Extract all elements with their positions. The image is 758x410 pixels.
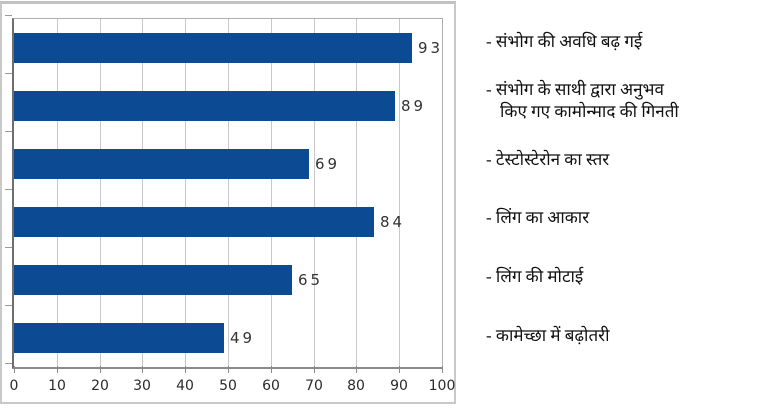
x-axis-tick: [399, 366, 400, 373]
x-axis-tick: [142, 366, 143, 373]
bar: [14, 91, 395, 121]
x-axis-tick: [356, 366, 357, 373]
gridline: [185, 19, 187, 367]
legend-item: - संभोग की अवधि बढ़ गई: [486, 13, 758, 72]
x-axis-tick: [314, 366, 315, 373]
x-axis-tick-label: 30: [133, 378, 151, 394]
bar: [14, 149, 309, 179]
legend-item: - संभोग के साथी द्वारा अनुभव किए गए कामो…: [486, 72, 758, 131]
legend-item-label: - कामेच्छा में बढ़ोतरी: [486, 325, 610, 345]
x-axis-tick-label: 60: [262, 378, 280, 394]
x-axis-tick: [185, 366, 186, 373]
legend-item: - लिंग का आकार: [486, 189, 758, 248]
legend-item-label: - टेस्टोस्टेरोन का स्तर: [486, 149, 610, 169]
bar-value-label: 84: [380, 213, 406, 231]
x-axis-tick: [442, 366, 443, 373]
x-axis-tick-label: 20: [91, 378, 109, 394]
y-axis-tick: [5, 363, 12, 364]
chart-frame: 93 89 69 84 65 49 0 10 20 30 40 50 60 70 80 90 100: [0, 1, 456, 404]
y-axis-tick: [5, 73, 12, 74]
legend-item: - कामेच्छा में बढ़ोतरी: [486, 306, 758, 365]
x-axis-tick-label: 70: [305, 378, 323, 394]
legend: - संभोग की अवधि बढ़ गई - संभोग के साथी द…: [486, 13, 758, 365]
x-axis-tick: [14, 366, 15, 373]
bar-value-label: 49: [230, 329, 256, 347]
y-axis-tick: [5, 305, 12, 306]
gridline: [56, 19, 58, 367]
gridline: [99, 19, 101, 367]
bar-value-label: 89: [401, 97, 427, 115]
gridline: [270, 19, 272, 367]
bar-value-label: 69: [315, 155, 341, 173]
x-axis-tick-label: 0: [9, 378, 19, 394]
x-axis-tick-label: 50: [219, 378, 237, 394]
y-axis-tick: [5, 247, 12, 248]
x-axis-tick: [228, 366, 229, 373]
gridline: [399, 19, 401, 367]
gridline: [228, 19, 229, 367]
y-axis-tick: [5, 131, 12, 132]
legend-item-label: - संभोग की अवधि बढ़ गई: [486, 32, 643, 52]
x-axis-tick: [57, 366, 58, 373]
bar: [14, 33, 412, 63]
x-axis-tick-label: 100: [428, 378, 456, 394]
x-axis-tick-label: 10: [48, 378, 66, 394]
legend-item-label: - लिंग का आकार: [486, 208, 590, 228]
bar: [14, 265, 292, 295]
legend-item-label: - लिंग की मोटाई: [486, 267, 584, 287]
x-axis-tick-label: 80: [347, 378, 365, 394]
gridline: [142, 19, 144, 367]
x-axis-tick-label: 40: [176, 378, 194, 394]
plot-area: 93 89 69 84 65 49: [12, 18, 443, 369]
gridline: [356, 19, 358, 367]
x-axis-tick-label: 90: [390, 378, 408, 394]
y-axis-tick: [5, 15, 12, 16]
x-axis-tick: [100, 366, 101, 373]
y-axis-tick: [5, 189, 12, 190]
x-axis-tick: [271, 366, 272, 373]
legend-item: - टेस्टोस्टेरोन का स्तर: [486, 130, 758, 189]
legend-item-label: - संभोग के साथी द्वारा अनुभव किए गए कामो…: [486, 80, 679, 121]
legend-item: - लिंग की मोटाई: [486, 248, 758, 307]
gridline: [313, 19, 315, 367]
bar: [14, 207, 374, 237]
bar-value-label: 65: [298, 271, 324, 289]
bar: [14, 323, 224, 353]
bar-value-label: 93: [418, 39, 444, 57]
